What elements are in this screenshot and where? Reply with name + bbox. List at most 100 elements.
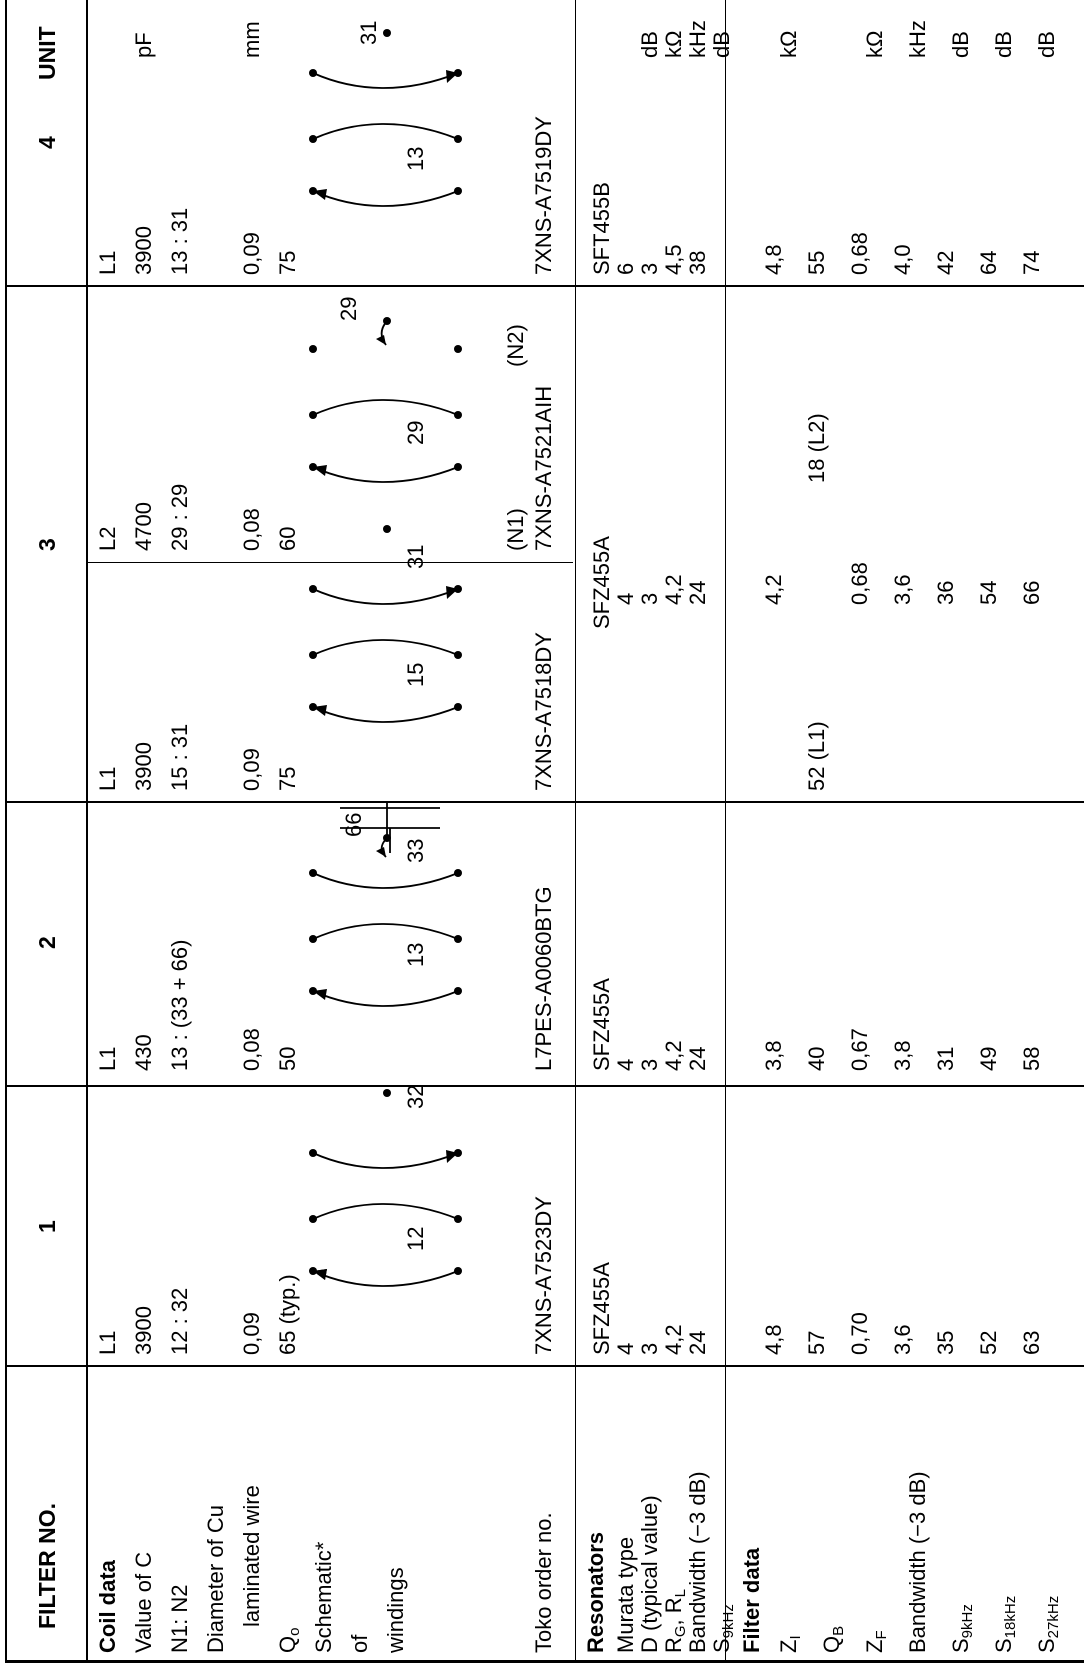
col-rule-3: [5, 285, 1084, 287]
f3-qb-l1: 52 (L1): [804, 721, 829, 791]
filter-data-rule: [725, 0, 726, 1663]
f2-qo: 50: [275, 1046, 300, 1071]
f3-l1-n1n2: 15 : 31: [167, 723, 192, 791]
f4-zf: 0,68: [847, 232, 872, 275]
f3-murata: SFZ455A: [589, 536, 614, 629]
f4-qo: 75: [275, 250, 300, 275]
label-fs27khz: S27kHz: [1034, 1595, 1062, 1653]
table-border-top: [5, 0, 7, 1663]
label-windings: windings: [383, 1567, 408, 1653]
f1-coil: L1: [95, 1330, 120, 1355]
f3-l1-coil: L1: [95, 766, 120, 791]
f3-l1-qo: 75: [275, 766, 300, 791]
header-col-3: 3: [34, 538, 60, 551]
f2-sch-turns-b: 66: [341, 812, 366, 837]
label-qo: Qo: [275, 1627, 303, 1653]
f2-qb: 40: [804, 1046, 829, 1071]
f2-winding-schematic: [309, 803, 462, 1007]
f3-s9: 24: [685, 580, 710, 605]
f1-s9: 24: [685, 1330, 710, 1355]
f4-bwf: 4,0: [890, 244, 915, 275]
f3-bwf: 3,6: [890, 574, 915, 605]
f1-murata: SFZ455A: [589, 1262, 614, 1355]
f2-wire: 0,08: [239, 1028, 264, 1071]
f1-fs18: 52: [976, 1330, 1001, 1355]
header-unit: UNIT: [34, 26, 60, 80]
label-qb: QB: [819, 1625, 847, 1653]
f4-fs27: 74: [1019, 250, 1044, 275]
header-col-4: 4: [34, 136, 60, 149]
f3-qb-l2: 18 (L2): [804, 413, 829, 483]
unit-pf: pF: [131, 32, 156, 58]
f1-winding-schematic: [309, 1089, 462, 1287]
f4-winding-schematic: [309, 29, 462, 207]
col-rule-label: [5, 1365, 1084, 1367]
label-diameter: Diameter of Cu: [203, 1505, 228, 1653]
f4-sch-turns-a: 13: [403, 146, 428, 171]
f2-capacitor: [340, 807, 440, 853]
f3-l2-wire: 0,08: [239, 508, 264, 551]
label-s9khz: S9kHz: [709, 1604, 737, 1653]
f2-zf: 0,67: [847, 1028, 872, 1071]
f1-sch-turns-b: 32: [403, 1084, 428, 1109]
f4-s9: 38: [685, 250, 710, 275]
section-resonators: Resonators: [583, 1531, 608, 1653]
label-fs9khz: S9kHz: [948, 1604, 976, 1653]
f4-fs18: 64: [976, 250, 1001, 275]
f1-toko: 7XNS-A7523DY: [531, 1196, 556, 1355]
f3-fs9: 36: [933, 580, 958, 605]
f2-toko: L7PES-A0060BTG: [531, 886, 556, 1071]
f2-murata: SFZ455A: [589, 978, 614, 1071]
resonators-rule: [575, 0, 576, 1663]
f1-bwf: 3,6: [890, 1324, 915, 1355]
unit-bw-filter: kHz: [905, 20, 930, 58]
f3-l1-winding-schematic: [309, 525, 462, 723]
f4-fs9: 42: [933, 250, 958, 275]
f3-l1-toko: 7XNS-A7518DY: [531, 632, 556, 791]
f2-fs9: 31: [933, 1046, 958, 1071]
f3-l1-wire: 0,09: [239, 748, 264, 791]
unit-fs27: dB: [1034, 31, 1059, 58]
f3-fs27: 66: [1019, 580, 1044, 605]
f1-n1n2: 12 : 32: [167, 1287, 192, 1355]
f4-qb: 55: [804, 250, 829, 275]
label-n1n2: N1: N2: [167, 1584, 192, 1653]
header-col-2: 2: [34, 936, 60, 949]
f2-c: 430: [131, 1034, 156, 1071]
label-zi: ZI: [776, 1635, 804, 1653]
f2-zi: 3,8: [761, 1040, 786, 1071]
f3-zi: 4,2: [761, 574, 786, 605]
f4-wire: 0,09: [239, 232, 264, 275]
f2-fs18: 49: [976, 1046, 1001, 1071]
f4-murata: SFT455B: [589, 182, 614, 275]
f2-sch-turns-c: 33: [403, 838, 428, 863]
f3-l2-n1-label: (N1): [503, 508, 528, 551]
label-laminated-wire: laminated wire: [239, 1485, 264, 1627]
f3-l1-sch-turns-a: 15: [403, 662, 428, 687]
section-filter-data: Filter data: [739, 1547, 764, 1653]
f2-bwf: 3,8: [890, 1040, 915, 1071]
f4-zi: 4,8: [761, 244, 786, 275]
label-schematic: Schematic*: [311, 1541, 336, 1653]
label-of: of: [347, 1634, 372, 1653]
f1-fs9: 35: [933, 1330, 958, 1355]
col-rule-2: [5, 801, 1084, 803]
header-col-1: 1: [34, 1220, 60, 1233]
f3-l2-c: 4700: [131, 502, 156, 551]
f4-sch-turns-b: 31: [356, 20, 381, 45]
f3-l2-winding-schematic: [309, 317, 462, 483]
section-coil-data: Coil data: [95, 1560, 120, 1653]
unit-fs18: dB: [991, 31, 1016, 58]
f1-qo: 65 (typ.): [275, 1274, 300, 1355]
f4-n1n2: 13 : 31: [167, 207, 192, 275]
f3-l2-n1n2: 29 : 29: [167, 483, 192, 551]
f3-l2-n2-label: (N2): [503, 324, 528, 367]
f1-sch-turns-a: 12: [403, 1226, 428, 1251]
header-rule: [86, 0, 88, 1663]
f3-zf: 0,68: [847, 562, 872, 605]
label-zf: ZF: [862, 1630, 890, 1653]
f2-fs27: 58: [1019, 1046, 1044, 1071]
f3-l2-sch-turns-a: 29: [403, 420, 428, 445]
